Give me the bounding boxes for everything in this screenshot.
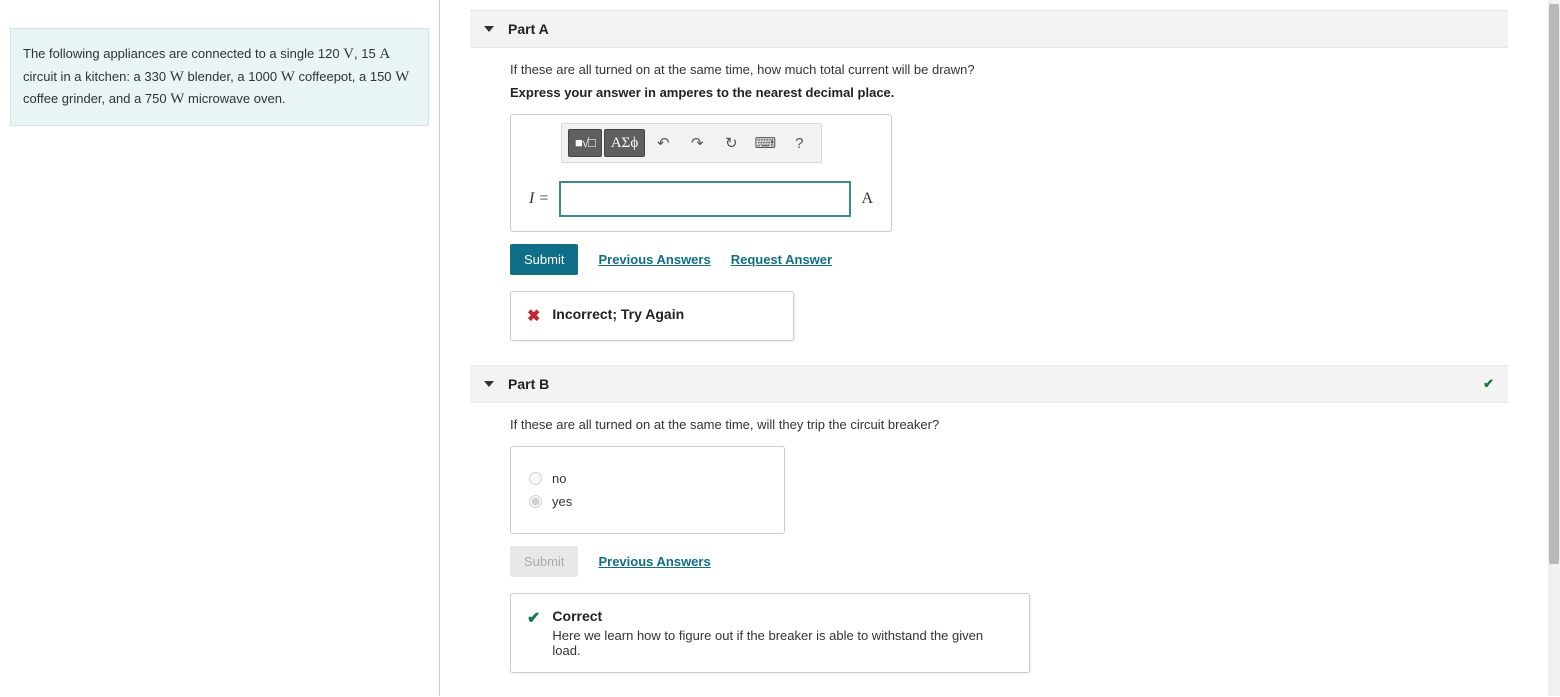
x-icon: ✖: [527, 306, 540, 326]
unit-watts: W: [170, 91, 184, 107]
problem-text: The following appliances are connected t…: [23, 46, 343, 61]
scrollbar[interactable]: [1548, 0, 1560, 696]
redo-button[interactable]: ↷: [681, 129, 713, 157]
problem-statement: The following appliances are connected t…: [10, 28, 429, 126]
unit-amps: A: [379, 46, 390, 62]
undo-button[interactable]: ↶: [647, 129, 679, 157]
chevron-down-icon: [484, 26, 494, 32]
variable-label: I =: [529, 190, 549, 208]
unit-watts: W: [170, 69, 184, 85]
part-a-question: If these are all turned on at the same t…: [510, 62, 1508, 77]
unit-volts: V: [343, 46, 354, 62]
answer-box: ■√□ ΑΣϕ ↶ ↷ ↻ ⌨ ? I = A: [510, 114, 892, 232]
check-icon: ✔: [1483, 376, 1494, 392]
chevron-down-icon: [484, 381, 494, 387]
check-icon: ✔: [527, 608, 540, 628]
scrollbar-thumb[interactable]: [1549, 4, 1559, 564]
submit-button[interactable]: Submit: [510, 244, 578, 275]
feedback-correct-sub: Here we learn how to figure out if the b…: [552, 628, 1013, 658]
radio-yes-label: yes: [552, 494, 572, 509]
radio-yes[interactable]: [529, 495, 542, 508]
part-a-header[interactable]: Part A: [470, 10, 1508, 48]
part-b-title: Part B: [508, 376, 549, 392]
unit-label: A: [861, 190, 873, 208]
previous-answers-link[interactable]: Previous Answers: [598, 554, 710, 569]
part-a-instruction: Express your answer in amperes to the ne…: [510, 85, 1508, 100]
reset-button[interactable]: ↻: [715, 129, 747, 157]
greek-button[interactable]: ΑΣϕ: [604, 129, 645, 157]
part-a-title: Part A: [508, 21, 549, 37]
unit-watts: W: [281, 69, 295, 85]
request-answer-link[interactable]: Request Answer: [731, 252, 832, 267]
help-button[interactable]: ?: [783, 129, 815, 157]
unit-watts: W: [395, 69, 409, 85]
feedback-correct: ✔ Correct Here we learn how to figure ou…: [510, 593, 1030, 673]
part-b-header[interactable]: Part B ✔: [470, 365, 1508, 403]
radio-no-label: no: [552, 471, 566, 486]
radio-group: no yes: [510, 446, 785, 534]
answer-input[interactable]: [559, 181, 851, 217]
radio-no[interactable]: [529, 472, 542, 485]
templates-button[interactable]: ■√□: [568, 129, 602, 157]
feedback-correct-title: Correct: [552, 608, 602, 624]
part-b-question: If these are all turned on at the same t…: [510, 417, 1508, 432]
feedback-text: Incorrect; Try Again: [552, 306, 684, 322]
keyboard-button[interactable]: ⌨: [749, 129, 781, 157]
feedback-incorrect: ✖ Incorrect; Try Again: [510, 291, 794, 341]
submit-button-disabled: Submit: [510, 546, 578, 577]
previous-answers-link[interactable]: Previous Answers: [598, 252, 710, 267]
equation-toolbar: ■√□ ΑΣϕ ↶ ↷ ↻ ⌨ ?: [561, 123, 822, 163]
